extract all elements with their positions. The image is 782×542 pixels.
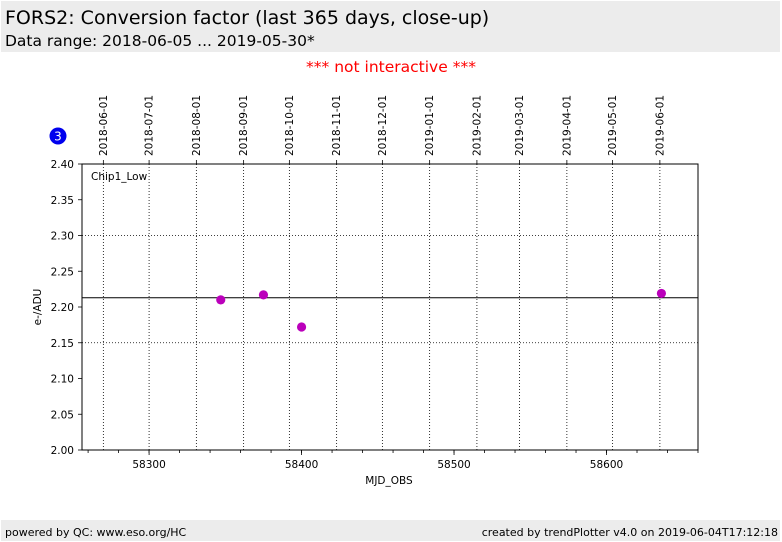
y-tick-label: 2.40 (51, 159, 74, 171)
count-badge (49, 127, 67, 145)
x-tick-label: 58600 (590, 459, 623, 471)
y-tick-label: 2.30 (51, 231, 74, 243)
x-tick-label: 58400 (285, 459, 318, 471)
y-axis-label: e-/ADU (32, 289, 44, 326)
count-badge-label: 3 (54, 130, 62, 144)
data-point (656, 288, 667, 299)
y-tick-label: 2.10 (51, 374, 74, 386)
footer-powered-by: powered by QC: www.eso.org/HC (5, 526, 187, 539)
top-date-tick-label: 2019-05-01 (607, 95, 619, 156)
top-date-tick-label: 2018-10-01 (284, 95, 296, 156)
y-tick-label: 2.20 (51, 302, 74, 314)
top-date-tick-label: 2019-02-01 (471, 95, 483, 156)
x-tick-label: 58500 (437, 459, 470, 471)
top-date-tick-label: 2018-06-01 (98, 95, 110, 156)
y-tick-label: 2.15 (51, 338, 74, 350)
footer-created-by: created by trendPlotter v4.0 on 2019-06-… (481, 526, 778, 539)
data-point (258, 290, 269, 300)
y-tick-label: 2.25 (51, 266, 74, 278)
top-date-tick-label: 2019-01-01 (424, 95, 436, 156)
data-point (216, 295, 226, 305)
top-date-tick-label: 2018-08-01 (191, 95, 203, 156)
plot-frame (81, 163, 699, 451)
top-date-tick-label: 2018-12-01 (377, 95, 389, 156)
data-point (296, 322, 307, 332)
top-date-tick-label: 2019-04-01 (561, 95, 573, 156)
footer-bar: powered by QC: www.eso.org/HC created by… (1, 520, 780, 541)
not-interactive-notice: *** not interactive *** (306, 58, 476, 76)
top-date-tick-label: 2018-11-01 (331, 95, 343, 156)
x-tick-label: 58300 (132, 459, 165, 471)
y-tick-label: 2.00 (51, 445, 74, 457)
y-tick-label: 2.35 (51, 195, 74, 207)
panel-label: Chip1_Low (91, 171, 148, 183)
top-date-tick-label: 2019-06-01 (654, 95, 666, 156)
page-title: FORS2: Conversion factor (last 365 days,… (5, 7, 490, 29)
header-bar: FORS2: Conversion factor (last 365 days,… (1, 1, 780, 52)
top-date-tick-label: 2018-07-01 (144, 95, 156, 156)
top-date-tick-label: 2018-09-01 (238, 95, 250, 156)
x-axis-label: MJD_OBS (365, 475, 413, 487)
data-range-subtitle: Data range: 2018-06-05 ... 2019-05-30* (5, 32, 315, 50)
y-tick-label: 2.05 (51, 409, 74, 421)
top-date-tick-label: 2019-03-01 (514, 95, 526, 156)
